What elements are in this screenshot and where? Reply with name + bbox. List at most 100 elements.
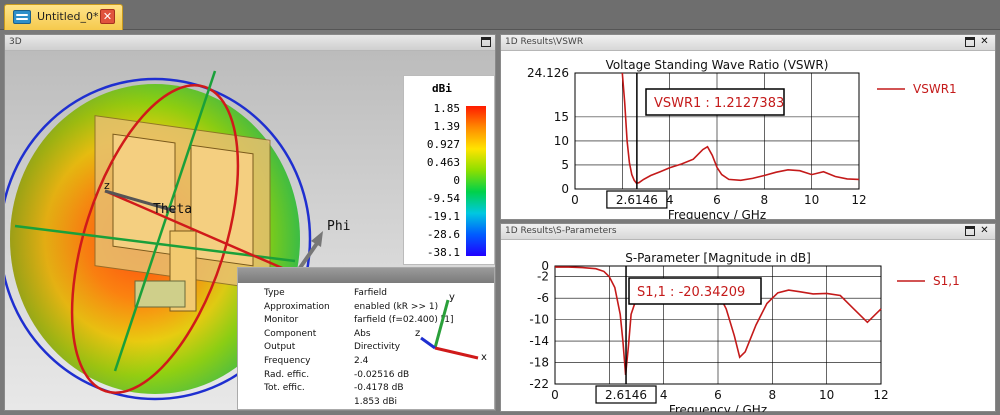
3d-panel-header: 3D <box>5 35 495 51</box>
x-tick-label: 12 <box>873 388 888 402</box>
colorbar-tick: -9.54 <box>426 192 460 205</box>
info-row-value: Farfield <box>354 288 387 298</box>
info-row-value: Abs <box>354 328 371 339</box>
marker-x-label: 2.6146 <box>605 388 647 402</box>
info-row-value: Directivity <box>354 342 401 353</box>
x-tick-label: 4 <box>666 193 674 207</box>
close-vswr-icon[interactable]: ✕ <box>980 36 989 47</box>
marker-x-box <box>595 385 657 404</box>
sparam-panel-header: 1D Results\S-Parameters ✕ <box>501 224 995 240</box>
marker-x-label: 2.6146 <box>616 193 658 207</box>
colorbar-tick: 0.463 <box>426 156 460 169</box>
svg-text:x: x <box>481 352 487 363</box>
sparam-panel-title: 1D Results\S-Parameters <box>505 226 617 236</box>
info-row-label: Component <box>264 328 317 339</box>
colorbar-unit: dBi <box>432 82 452 95</box>
colorbar-tick: 1.39 <box>433 120 461 133</box>
y-tick-label: -14 <box>529 334 549 348</box>
x-tick-label: 0 <box>551 388 559 402</box>
info-row-label: Rad. effic. <box>264 369 310 380</box>
y-tick-label: -10 <box>529 313 549 327</box>
vswr-panel-title: 1D Results\VSWR <box>505 37 584 47</box>
x-tick-label: 8 <box>769 388 777 402</box>
theta-circle <box>70 84 240 394</box>
chart-title: Voltage Standing Wave Ratio (VSWR) <box>606 58 829 72</box>
x-tick-label: 6 <box>713 193 721 207</box>
green-vertical-axis <box>113 70 217 372</box>
marker-x-box <box>606 190 668 209</box>
x-axis-label: Frequency / GHz <box>669 403 767 412</box>
x-tick-label: 0 <box>571 193 579 207</box>
marker-annotation-box <box>645 88 785 116</box>
cst-app-icon <box>13 10 31 24</box>
sparam-chart[interactable]: S-Parameter [Magnitude in dB]0246810120-… <box>501 240 995 412</box>
info-row-value: enabled (kR >> 1) <box>354 301 439 312</box>
close-tab-button[interactable]: ✕ <box>100 9 115 24</box>
y-tick-label: -2 <box>537 270 549 284</box>
3d-view-panel: 3D <box>4 34 496 411</box>
y-tick-label: -22 <box>529 377 549 391</box>
x-axis-label: Frequency / GHz <box>668 208 766 219</box>
colorbar-tick: 0 <box>453 174 460 187</box>
legend-entry: S1,1 <box>933 274 960 288</box>
info-row-value: farfield (f=02.400) [1] <box>354 315 454 326</box>
y-tick-label: 0 <box>561 182 569 196</box>
axis-triad-icon: y x z <box>415 292 487 363</box>
x-tick-label: 8 <box>761 193 769 207</box>
theta-label: Theta <box>153 202 192 217</box>
info-row-value: -0.02516 dB <box>354 369 410 380</box>
phi-circle <box>5 77 312 401</box>
close-sparam-icon[interactable]: ✕ <box>980 225 989 236</box>
maximize-vswr-icon[interactable] <box>965 37 975 47</box>
vswr-panel: 1D Results\VSWR ✕ Voltage Standing Wave … <box>500 34 996 220</box>
colorbar-tick: -28.6 <box>426 228 460 241</box>
y-tick-label: -6 <box>537 291 549 305</box>
info-row-label: Tot. effic. <box>264 383 305 394</box>
document-tab-label: Untitled_0* <box>37 10 99 23</box>
theta-arrow <box>104 189 176 213</box>
marker-annotation: VSWR1 : 1.2127383 <box>654 96 784 111</box>
colorbar: dBi 1.85 1.39 0.927 0.463 0 -9.54 -19.1 … <box>403 75 495 265</box>
3d-panel-title: 3D <box>9 37 22 47</box>
svg-text:y: y <box>449 292 455 303</box>
info-row-label: Type <box>264 288 285 298</box>
legend-entry: VSWR1 <box>913 82 957 96</box>
maximize-3d-icon[interactable] <box>481 37 491 47</box>
marker-annotation-box <box>628 277 762 305</box>
x-tick-label: 10 <box>819 388 834 402</box>
info-row-label: Output <box>264 342 296 353</box>
info-row-value: 1.853 dBi <box>354 396 398 407</box>
vswr-chart[interactable]: Voltage Standing Wave Ratio (VSWR)024681… <box>501 51 995 219</box>
z-axis-label: z <box>104 179 110 192</box>
info-box-header <box>238 268 494 283</box>
maximize-sparam-icon[interactable] <box>965 226 975 236</box>
marker-annotation: S1,1 : -20.34209 <box>637 285 745 300</box>
green-axis-line <box>14 224 296 263</box>
x-tick-label: 6 <box>714 388 722 402</box>
vswr-panel-header: 1D Results\VSWR ✕ <box>501 35 995 51</box>
svg-text:z: z <box>415 328 420 339</box>
y-tick-label: -18 <box>529 356 549 370</box>
info-row-label: Frequency <box>264 356 311 366</box>
colorbar-tick: -38.1 <box>426 246 460 259</box>
document-tab[interactable]: Untitled_0* ✕ <box>4 4 123 30</box>
chart-title: S-Parameter [Magnitude in dB] <box>625 251 811 265</box>
info-row-label: Approximation <box>264 301 330 312</box>
series-line <box>621 72 860 185</box>
y-tick-label: 10 <box>554 134 569 148</box>
y-tick-label: 5 <box>561 158 569 172</box>
colorbar-gradient <box>466 106 486 256</box>
phi-label: Phi <box>327 219 350 234</box>
3d-scene[interactable]: Theta Phi x z dBi 1.85 1.39 0.927 0.463 … <box>5 51 495 410</box>
sparam-panel: 1D Results\S-Parameters ✕ S-Parameter [M… <box>500 223 996 412</box>
y-tick-label: 0 <box>541 259 549 273</box>
x-tick-label: 12 <box>851 193 866 207</box>
info-row-value: 2.4 <box>354 356 369 366</box>
y-tick-label: 15 <box>554 110 569 124</box>
colorbar-tick: -19.1 <box>426 210 460 223</box>
farfield-info-box: Type Farfield Approximation enabled (kR >> … <box>237 267 495 410</box>
colorbar-tick: 0.927 <box>426 138 460 151</box>
y-tick-label: 24.126 <box>527 66 569 80</box>
farfield-plot[interactable]: Theta Phi x z <box>5 51 495 410</box>
